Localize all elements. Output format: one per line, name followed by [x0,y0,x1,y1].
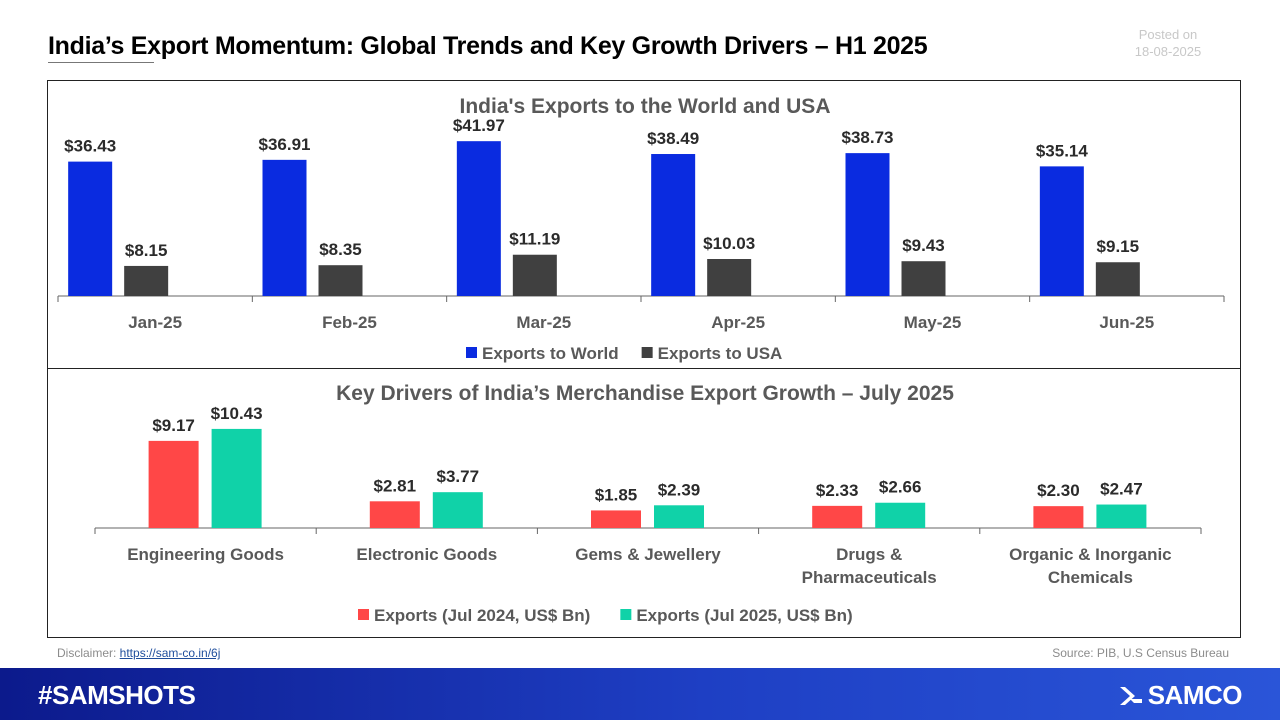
data-label: $10.03 [703,234,755,253]
bar-series-2 [512,254,557,296]
bar-series-2 [654,505,704,528]
category-label: Feb-25 [322,313,377,332]
disclaimer-link[interactable]: https://sam-co.in/6j [119,646,221,660]
posted-label: Posted on [1138,27,1198,42]
charts-divider [48,368,1240,369]
data-label: $38.73 [842,128,894,147]
page-title: India’s Export Momentum: Global Trends a… [48,32,928,60]
bar-series-1 [68,161,113,296]
data-label: $3.77 [437,467,480,486]
brand-name: SAMCO [1147,680,1243,710]
category-label: May-25 [904,313,962,332]
data-label: $36.43 [64,137,116,156]
legend-label: Exports to World [482,344,619,363]
data-label: $8.15 [125,241,168,260]
category-label: Chemicals [1048,568,1133,587]
bar-series-1 [1039,166,1084,296]
data-label: $9.17 [152,416,195,435]
category-label: Drugs & [836,545,902,564]
data-label: $9.43 [902,236,945,255]
posted-date-value: 18-08-2025 [1134,44,1202,59]
exports-world-usa-chart: India's Exports to the World and USA $36.… [57,95,1225,363]
data-label: $11.19 [509,230,560,249]
data-label: $2.39 [658,480,701,499]
category-label: Engineering Goods [127,545,284,564]
bar-series-1 [456,141,501,296]
data-label: $2.66 [879,478,922,497]
bar-series-2 [432,492,483,528]
data-label: $8.35 [319,240,362,259]
legend-label: Exports (Jul 2024, US$ Bn) [374,606,590,625]
bar-series-1 [845,153,890,296]
bar-series-2 [707,259,752,296]
disclaimer: Disclaimer: https://sam-co.in/6j [57,646,220,660]
source-note: Source: PIB, U.S Census Bureau [1052,646,1229,660]
category-label: Apr-25 [711,313,765,332]
bar-series-2 [124,265,169,296]
disclaimer-label: Disclaimer: [57,646,120,660]
bar-series-2 [901,261,946,296]
chart-title: India's Exports to the World and USA [460,95,831,118]
bar-series-1 [148,440,199,528]
data-label: $38.49 [647,129,699,148]
samco-logo-icon [1119,686,1142,705]
category-label: Gems & Jewellery [575,545,721,564]
data-label: $9.15 [1097,237,1140,256]
title-underline [48,62,154,63]
footer-bar: #SAMSHOTS SAMCO [0,668,1280,720]
data-label: $41.97 [453,116,505,135]
bar-series-1 [369,501,420,528]
category-label: Electronic Goods [356,545,497,564]
category-label: Jan-25 [128,313,182,332]
category-label: Mar-25 [516,313,571,332]
data-label: $2.30 [1037,481,1080,500]
category-label: Pharmaceuticals [802,568,937,587]
brand-logo: SAMCO [1118,680,1243,711]
bar-series-1 [651,154,696,296]
legend-swatch [620,609,632,620]
data-label: $36.91 [259,135,311,154]
charts-frame: India's Exports to the World and USA $36.… [47,80,1241,638]
legend-label: Exports (Jul 2025, US$ Bn) [636,606,852,625]
export-growth-drivers-chart: Key Drivers of India’s Merchandise Expor… [94,382,1202,625]
bar-series-1 [1033,506,1084,528]
bar-series-1 [591,510,641,528]
data-label: $2.81 [374,476,417,495]
data-label: $35.14 [1036,141,1089,160]
hashtag-label: #SAMSHOTS [38,680,196,710]
category-label: Jun-25 [1099,313,1154,332]
bar-series-2 [211,428,262,528]
legend-swatch [358,609,369,620]
data-label: $1.85 [595,485,638,504]
bar-series-2 [318,265,363,296]
bar-series-1 [812,505,863,528]
data-label: $10.43 [211,404,263,423]
bar-series-2 [1096,504,1147,528]
legend-label: Exports to USA [658,344,783,363]
bar-series-2 [875,502,926,528]
bar-series-1 [262,159,307,296]
legend-swatch [641,347,653,358]
posted-date: Posted on 18-08-2025 [1118,26,1218,60]
bar-series-2 [1095,262,1140,296]
chart-title: Key Drivers of India’s Merchandise Expor… [336,382,954,405]
legend-swatch [466,347,477,358]
data-label: $2.47 [1100,480,1143,499]
category-label: Organic & Inorganic [1009,545,1171,564]
data-label: $2.33 [816,481,859,500]
